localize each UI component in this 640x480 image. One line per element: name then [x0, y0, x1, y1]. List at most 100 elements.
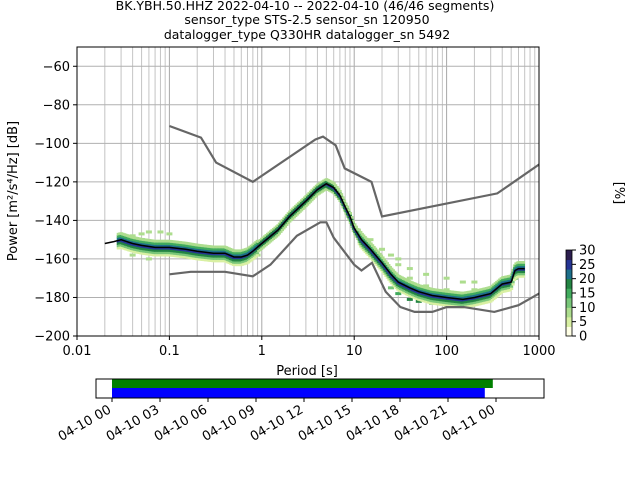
plot-grid [76, 47, 539, 337]
colorbar-tick-label: 5 [579, 315, 587, 330]
time-axis-frame [95, 378, 545, 399]
density-cell [295, 212, 299, 216]
time-tick-label: 04-10 15 [296, 402, 354, 444]
y-axis-ticks: −60 −80 −100 −120 −140 −160 −180 −200 [34, 60, 77, 345]
density-cell [512, 278, 517, 282]
density-cell [285, 223, 289, 226]
density-cell [289, 218, 293, 222]
colorbar-tick-label: 10 [579, 301, 596, 316]
density-cell [393, 270, 397, 274]
colorbar-segment [566, 269, 572, 280]
density-cell [311, 196, 316, 200]
psd-density-cells [116, 178, 525, 309]
colorbar-segment [566, 297, 572, 308]
density-cell [310, 198, 314, 202]
density-cell [365, 237, 369, 241]
density-cell [255, 253, 259, 257]
colorbar-label: [%] [611, 182, 626, 205]
segment-coverage-blue-bar [112, 388, 485, 398]
density-cell [381, 256, 385, 260]
density-cell [379, 254, 384, 258]
nhnm-noise-model-line [169, 124, 540, 218]
colorbar-tick-label: 0 [579, 330, 587, 345]
density-cell [387, 286, 394, 290]
density-cell [145, 257, 152, 261]
colorbar-segment [566, 278, 572, 289]
y-tick-label: −100 [34, 137, 70, 152]
density-cell [157, 230, 164, 234]
x-axis-ticks: 0.01 0.1 1 10 100 1000 [63, 336, 556, 359]
density-cell [372, 245, 376, 249]
density-cell [360, 232, 364, 236]
density-cell [394, 272, 398, 276]
density-cell [423, 272, 430, 276]
density-cell [387, 253, 394, 257]
density-cell [508, 288, 512, 292]
density-cell [368, 240, 372, 244]
density-cell [255, 251, 259, 255]
density-cell [280, 228, 285, 232]
y-tick-label: −160 [34, 252, 70, 267]
density-cell [348, 214, 353, 218]
density-cell [390, 267, 394, 271]
density-cell [406, 267, 413, 271]
density-cell [344, 202, 348, 206]
density-cell [395, 263, 402, 267]
colorbar-segment [566, 250, 572, 261]
density-cell [138, 232, 145, 236]
density-cell [334, 184, 338, 188]
time-tick-label: 04-10 09 [200, 402, 258, 444]
colorbar-tick-label: 15 [579, 287, 596, 302]
density-cell [357, 228, 361, 232]
density-cell [521, 265, 525, 269]
density-cell [375, 249, 379, 253]
density-cell [391, 269, 395, 273]
density-cell [511, 282, 515, 286]
density-cell [279, 230, 283, 233]
density-cell [129, 253, 136, 257]
density-cell [443, 276, 450, 280]
density-cell [353, 223, 357, 227]
time-tick-label: 04-10 00 [56, 402, 114, 444]
segment-coverage-green-bar [112, 379, 493, 388]
title-line-2: sensor_type STS-2.5 sensor_sn 120950 [184, 12, 429, 27]
density-cell [335, 186, 339, 189]
density-cell [345, 205, 350, 209]
density-cell [336, 187, 341, 191]
density-cell [313, 195, 317, 199]
density-cell [300, 208, 304, 212]
time-tick-label: 04-10 18 [344, 402, 402, 444]
colorbar-segment [566, 259, 572, 270]
y-tick-label: −80 [43, 98, 70, 113]
density-cell [291, 216, 295, 220]
title-line-3: datalogger_type Q330HR datalogger_sn 549… [164, 27, 450, 42]
density-cell [509, 287, 514, 290]
density-cell [371, 244, 375, 248]
x-tick-label: 0.01 [63, 344, 92, 359]
density-cell [282, 226, 286, 230]
mode-curve-line [104, 182, 525, 301]
density-cell [379, 247, 386, 251]
density-cell [366, 239, 370, 243]
time-tick-label: 04-10 03 [104, 402, 162, 444]
colorbar-tick-label: 30 [579, 244, 596, 259]
density-cell [351, 220, 355, 223]
density-cell [145, 230, 152, 234]
density-cell [521, 274, 525, 278]
density-cell [388, 265, 392, 269]
density-cell [369, 242, 373, 246]
density-cell [423, 284, 430, 288]
density-cell [288, 219, 292, 223]
colorbar-segment [566, 307, 572, 318]
density-cell [521, 263, 525, 267]
density-cell [332, 182, 336, 186]
density-cell [301, 207, 305, 210]
colorbar-segment [566, 326, 572, 337]
density-cell [363, 236, 367, 239]
density-cell [521, 261, 525, 264]
density-cell [459, 280, 466, 284]
density-cell [298, 209, 302, 213]
density-cell [415, 299, 422, 303]
density-cell [511, 280, 515, 284]
